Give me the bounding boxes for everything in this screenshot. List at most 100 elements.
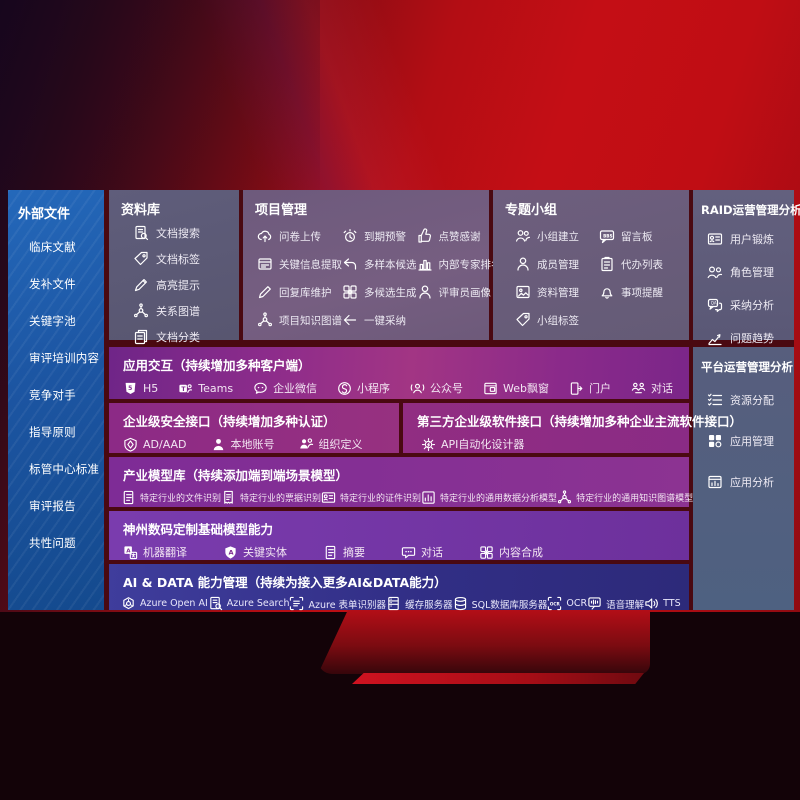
item-label: 评审员画像 — [438, 286, 492, 299]
list-assign-icon — [707, 392, 723, 408]
item-shield-diamond: AD/AAD — [123, 437, 187, 452]
panel-title: 平台运营管理分析 — [701, 360, 793, 374]
item-label: 审评报告 — [29, 498, 76, 513]
panel-title: 专题小组 — [505, 203, 558, 218]
item-label: Teams — [198, 381, 234, 395]
item-teams: T Teams — [178, 381, 233, 396]
item-label: 语音理解 — [606, 599, 645, 611]
item-chat-analysis: QA 采纳分析 — [707, 288, 794, 321]
item-people: 小组建立 — [515, 222, 599, 250]
list-item: 临床文献 — [8, 228, 104, 265]
item-person-solid: 本地账号 — [211, 436, 275, 452]
doc-stack-icon — [133, 329, 149, 345]
row-title: 产业模型库（持续添加端到端场景模型） — [123, 468, 349, 483]
item-tts-speaker: TTS — [644, 596, 681, 611]
app-chart-icon — [707, 474, 723, 490]
item-label: 关键信息提取 — [279, 258, 342, 271]
network-icon — [557, 490, 572, 505]
row-title: 神州数码定制基础模型能力 — [123, 522, 274, 537]
doc-lines-icon — [323, 545, 338, 560]
external-files-panel: 外部文件 临床文献 发补文件 关键字池 审评培训内容 竞争对手 指导原则 标管中心标准 审评报… — [8, 190, 104, 610]
item-label: Web飘窗 — [503, 382, 549, 395]
thirdparty-interface-row: 第三方企业级软件接口（持续增加多种企业主流软件接口） API自动化设计器 — [403, 403, 742, 453]
row-title: 企业级安全接口（持续增加多种认证） — [123, 414, 336, 429]
item-label: TTS — [663, 598, 681, 609]
item-label: 机器翻译 — [143, 546, 187, 559]
item-doc-search: 文档搜索 — [133, 220, 239, 246]
item-label: 文档分类 — [156, 331, 200, 344]
item-form-recognizer: Azure 表单识别器 — [289, 596, 386, 611]
row-title: 应用交互（持续增加多种客户端） — [123, 358, 311, 373]
item-openai-knot: Azure Open AI — [121, 596, 208, 611]
doc-lines-icon — [121, 490, 136, 505]
list-item: 发补文件 — [8, 265, 104, 302]
people-roles-icon — [707, 264, 723, 280]
item-chat-dots: 对话 — [401, 544, 443, 560]
library-list: 文档搜索 文档标签 高亮提示 关系图谱 文档分类 — [109, 220, 239, 350]
item-label: 特定行业的票据识别 — [240, 494, 322, 504]
item-label: 采纳分析 — [730, 298, 774, 312]
item-info-card: 关键信息提取 — [257, 250, 342, 278]
broadcast-person-icon — [410, 381, 425, 396]
list-item: 竞争对手 — [8, 376, 104, 413]
reply-arrow-icon — [342, 256, 358, 272]
item-rank-bars: 内部专家排名 — [417, 250, 502, 278]
item-data-chart: 特定行业的通用数据分析模型 — [421, 490, 557, 505]
panel-title: 项目管理 — [255, 203, 308, 218]
item-adopt-arrow: 一键采纳 — [342, 306, 417, 334]
org-people-icon — [299, 437, 314, 452]
item-id-card: 用户锻炼 — [707, 222, 794, 255]
dialog-people-icon — [631, 381, 646, 396]
item-label: 代办列表 — [621, 258, 663, 271]
item-label: 回复库维护 — [279, 286, 332, 299]
platform-analysis-panel: 平台运营管理分析 资源分配 应用管理 应用分析 — [693, 347, 794, 610]
item-speech-wave: 语音理解 — [587, 596, 644, 611]
thumbs-up-icon — [417, 228, 433, 244]
library-panel: 资料库 文档搜索 文档标签 高亮提示 关系图谱 文档分类 — [109, 190, 239, 345]
item-clipboard-list: 代办列表 — [599, 250, 683, 278]
svg-text:A: A — [228, 548, 234, 556]
item-reply-arrow: 多样本候选 — [342, 250, 417, 278]
item-wechat-chat: 企业微信 — [253, 380, 317, 396]
ocr-frame-icon: OCR — [547, 596, 562, 611]
item-label: 共性问题 — [29, 535, 76, 550]
item-org-people: 组织定义 — [299, 436, 363, 452]
grid-plus-icon — [479, 545, 494, 560]
bottom-red-bar — [352, 673, 644, 684]
speech-wave-icon — [587, 596, 602, 611]
item-doc-lines: 特定行业的文件识别 — [121, 490, 221, 505]
item-label: 小程序 — [357, 382, 391, 395]
item-tag: 文档标签 — [133, 246, 239, 272]
rank-bars-icon — [417, 256, 433, 272]
item-label: API自动化设计器 — [441, 438, 525, 451]
item-grid-plus: 多候选生成 — [342, 278, 417, 306]
svg-text:T: T — [182, 385, 187, 392]
item-cloud-upload: 问卷上传 — [257, 222, 342, 250]
item-label: 内容合成 — [499, 546, 543, 559]
item-receipt: 特定行业的票据识别 — [221, 490, 321, 505]
item-label: 特定行业的通用数据分析模型 — [440, 494, 558, 504]
security-list: AD/AAD 本地账号 组织定义 — [109, 436, 399, 452]
highlighter-icon — [133, 277, 149, 293]
base-model-row: 神州数码定制基础模型能力 A 机器翻译 A 关键实体 摘要 对话 内容合成 — [109, 511, 689, 560]
cloud-upload-icon — [257, 228, 273, 244]
bottom-red-device-glow — [318, 610, 650, 674]
item-label: 高亮提示 — [156, 279, 200, 292]
info-card-icon — [257, 256, 273, 272]
ai-data-row: AI & DATA 能力管理（持续为接入更多AI&DATA能力） Azure O… — [109, 564, 689, 611]
item-id-card: 特定行业的证件识别 — [321, 490, 421, 505]
item-label: 文档搜索 — [156, 227, 200, 240]
item-label: 用户锻炼 — [730, 232, 774, 246]
item-bell: 事项提醒 — [599, 278, 683, 306]
item-database: SQL数据库服务器 — [453, 596, 547, 611]
item-pen: 回复库维护 — [257, 278, 342, 306]
people-icon — [515, 228, 531, 244]
openai-knot-icon — [121, 596, 136, 611]
item-doc-stack: 文档分类 — [133, 324, 239, 350]
item-dialog-people: 对话 — [631, 380, 673, 396]
item-person: 评审员画像 — [417, 278, 502, 306]
pen-icon — [257, 284, 273, 300]
list-item: 审评报告 — [8, 487, 104, 524]
item-web-window: Web飘窗 — [483, 380, 549, 396]
item-label: 多候选生成 — [364, 286, 417, 299]
